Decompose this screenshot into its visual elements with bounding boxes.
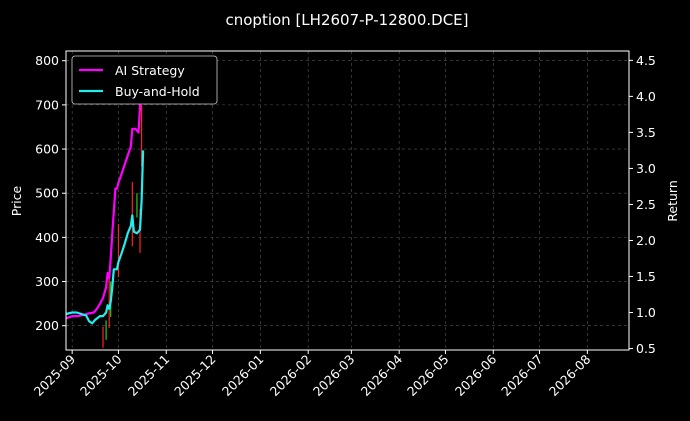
y2-tick-label: 1.5 bbox=[636, 269, 656, 284]
legend-box bbox=[71, 55, 218, 105]
y2-tick-label: 2.0 bbox=[636, 233, 656, 248]
y-tick-label: 200 bbox=[35, 318, 59, 333]
y2-tick-label: 0.5 bbox=[636, 341, 656, 356]
y-axis-left: 200 300 400 500 600 700 800 bbox=[35, 53, 66, 333]
y2-tick-label: 4.0 bbox=[636, 89, 656, 104]
y-tick-label: 700 bbox=[35, 97, 59, 112]
y-tick-label: 800 bbox=[35, 53, 59, 68]
legend-label-ai-strategy: AI Strategy bbox=[115, 63, 185, 78]
y2-tick-label: 2.5 bbox=[636, 197, 656, 212]
series-line-ai-strategy bbox=[65, 56, 145, 320]
y-axis-right: 0.5 1.0 1.5 2.0 2.5 3.0 3.5 4.0 4.5 bbox=[629, 53, 656, 356]
y-axis-label: Price bbox=[9, 185, 24, 216]
y2-tick-label: 1.0 bbox=[636, 305, 656, 320]
legend-label-buy-and-hold: Buy-and-Hold bbox=[115, 84, 200, 99]
series-line-buy-and-hold bbox=[65, 150, 145, 325]
y2-tick-label: 3.0 bbox=[636, 161, 656, 176]
y-tick-label: 400 bbox=[35, 230, 59, 245]
series-lines bbox=[65, 56, 145, 325]
y2-tick-label: 4.5 bbox=[636, 53, 656, 68]
y2-axis-label: Return bbox=[665, 180, 680, 221]
y-tick-label: 500 bbox=[35, 186, 59, 201]
chart-title: cnoption [LH2607-P-12800.DCE] bbox=[226, 11, 469, 29]
y-tick-label: 300 bbox=[35, 274, 59, 289]
legend: AI Strategy Buy-and-Hold bbox=[71, 55, 218, 105]
y2-tick-label: 3.5 bbox=[636, 125, 656, 140]
y-tick-label: 600 bbox=[35, 142, 59, 157]
plot-frame bbox=[65, 50, 630, 351]
